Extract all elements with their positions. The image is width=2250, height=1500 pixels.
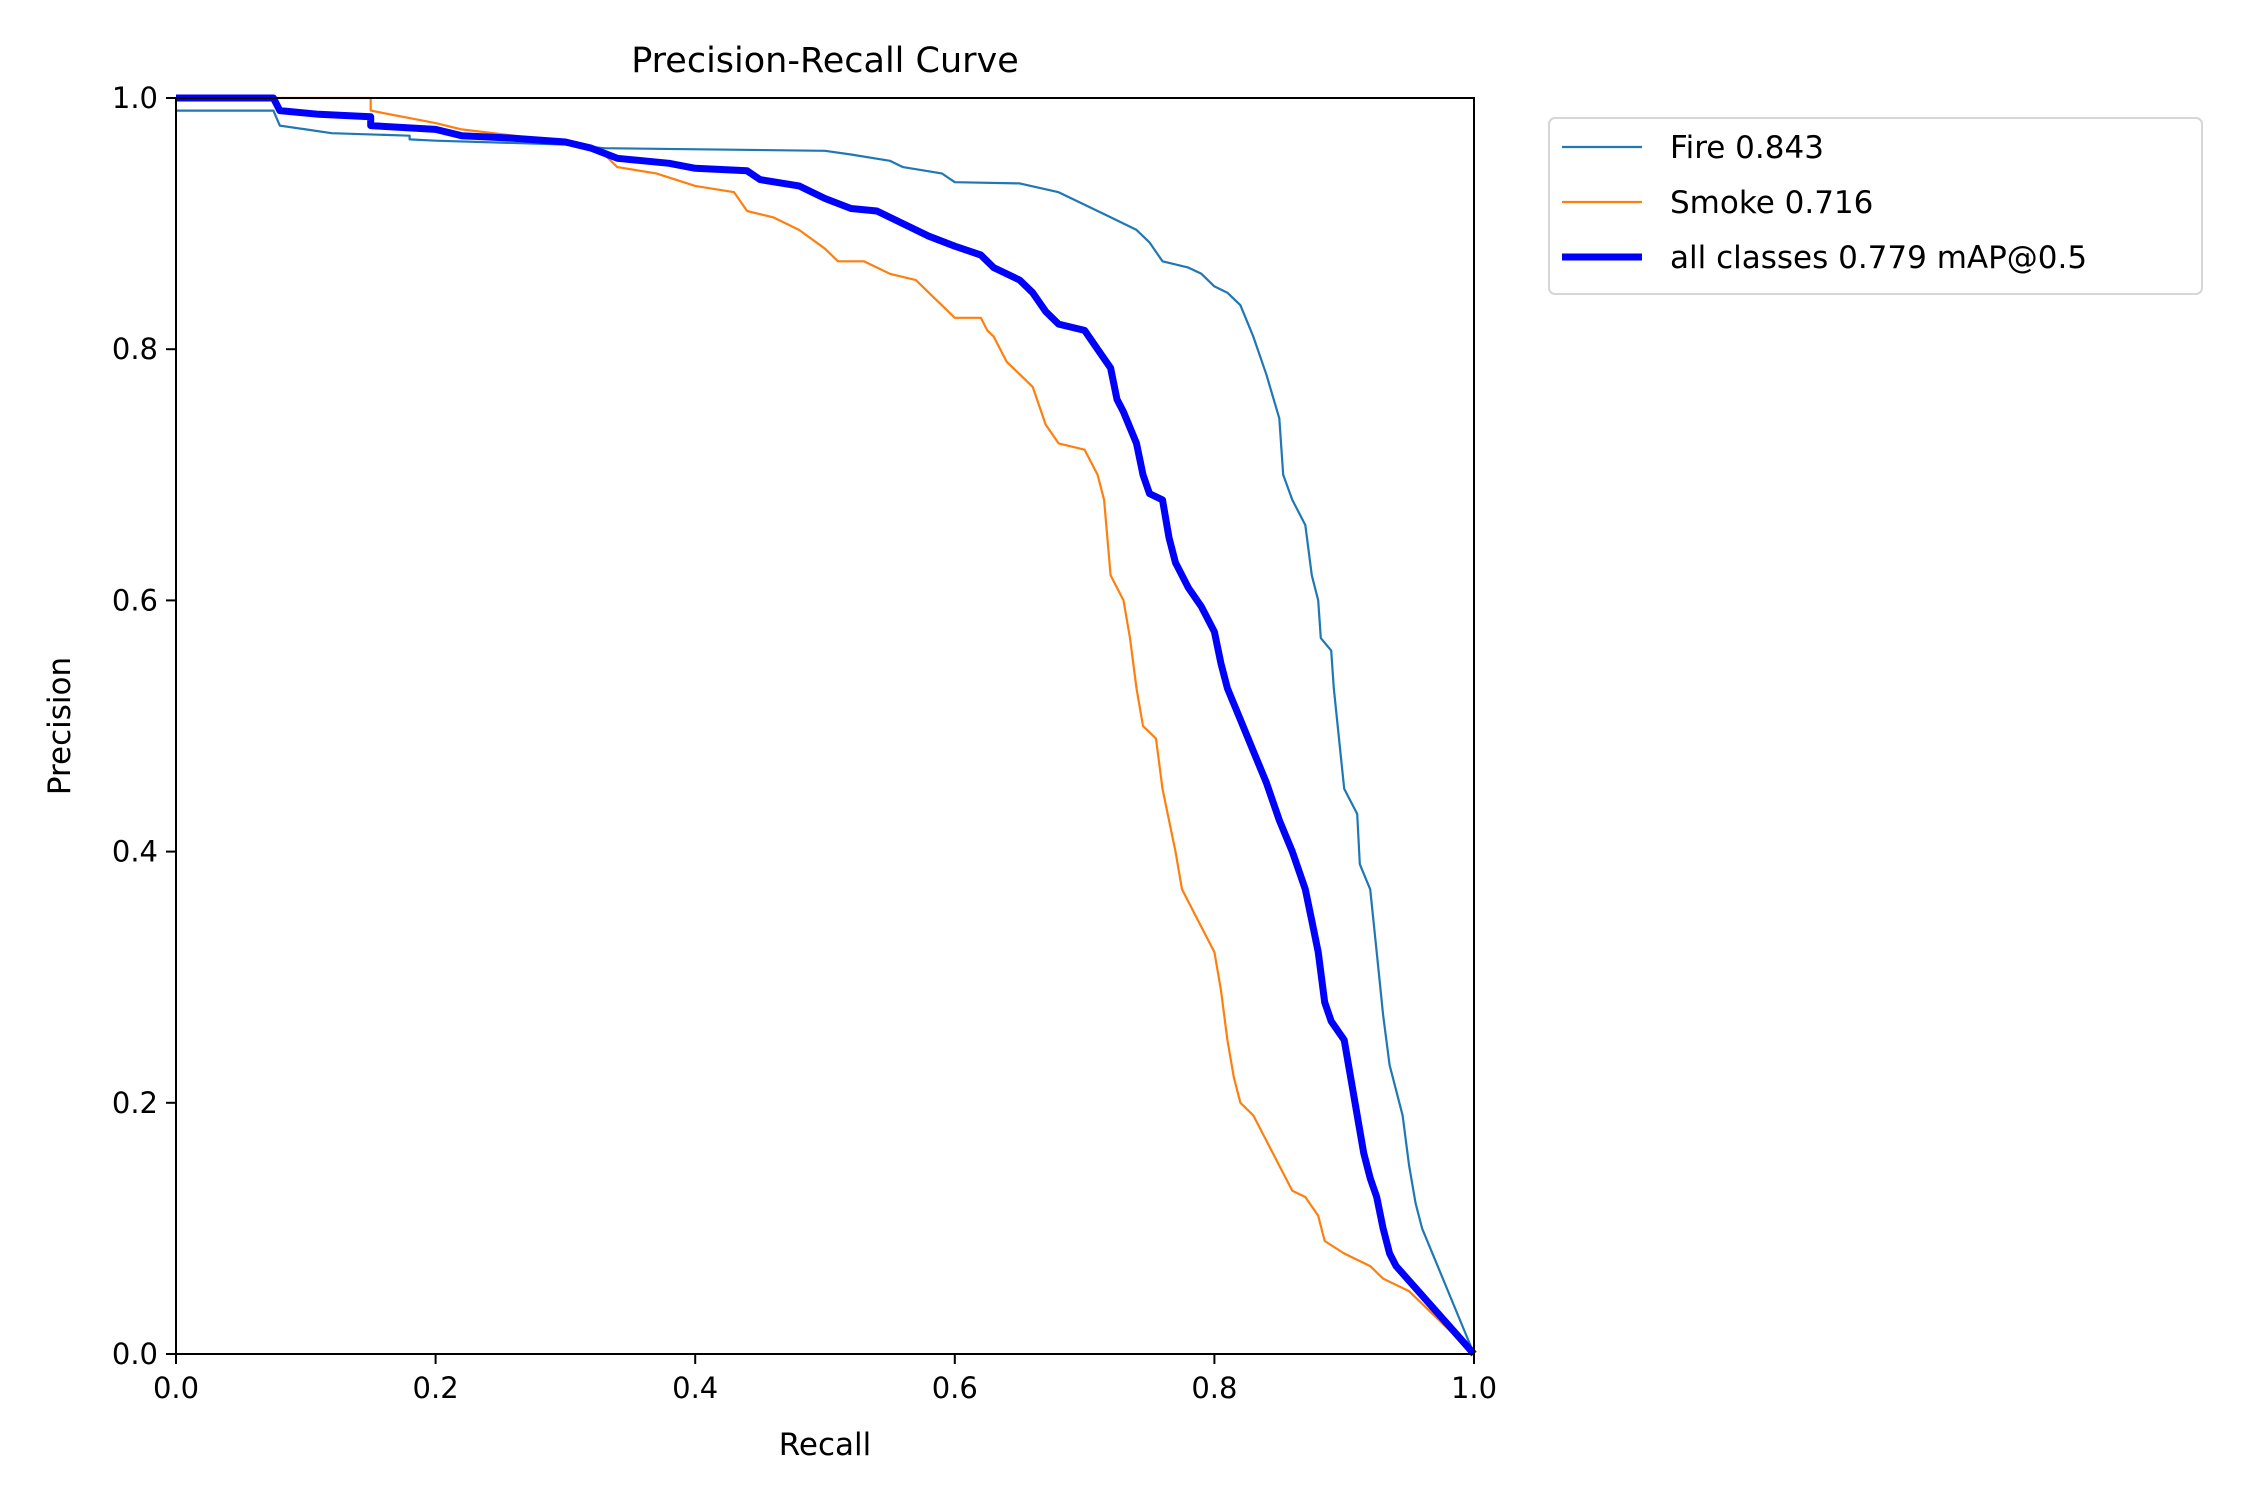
legend-label: Fire 0.843 xyxy=(1670,130,1824,166)
legend-label: all classes 0.779 mAP@0.5 xyxy=(1670,240,2087,276)
x-axis-ticks: 0.0 0.2 0.4 0.6 0.8 1.0 xyxy=(153,1354,1497,1405)
x-tick-label: 0.6 xyxy=(932,1371,978,1405)
y-axis-ticks: 0.0 0.2 0.4 0.6 0.8 1.0 xyxy=(112,81,176,1371)
x-tick-label: 0.0 xyxy=(153,1371,199,1405)
x-axis-label: Recall xyxy=(779,1427,872,1463)
x-tick-label: 0.2 xyxy=(413,1371,459,1405)
y-tick-label: 1.0 xyxy=(112,81,158,115)
y-tick-label: 0.4 xyxy=(112,835,158,869)
chart-title: Precision-Recall Curve xyxy=(631,41,1019,81)
y-tick-label: 0.2 xyxy=(112,1086,158,1120)
y-tick-label: 0.8 xyxy=(112,332,158,366)
y-tick-label: 0.0 xyxy=(112,1337,158,1371)
y-tick-label: 0.6 xyxy=(112,583,158,617)
series-layer xyxy=(176,94,1477,1357)
x-tick-label: 0.4 xyxy=(672,1371,718,1405)
x-tick-label: 1.0 xyxy=(1451,1371,1497,1405)
legend: Fire 0.843 Smoke 0.716 all classes 0.779 m… xyxy=(1548,117,2203,295)
legend-box xyxy=(1548,117,2203,295)
legend-label: Smoke 0.716 xyxy=(1670,185,1873,221)
series-line-all xyxy=(176,94,1477,1357)
y-axis-label: Precision xyxy=(42,657,78,795)
series-line-smoke xyxy=(176,96,1475,1355)
plot-frame xyxy=(175,97,1475,1355)
x-tick-label: 0.8 xyxy=(1191,1371,1237,1405)
